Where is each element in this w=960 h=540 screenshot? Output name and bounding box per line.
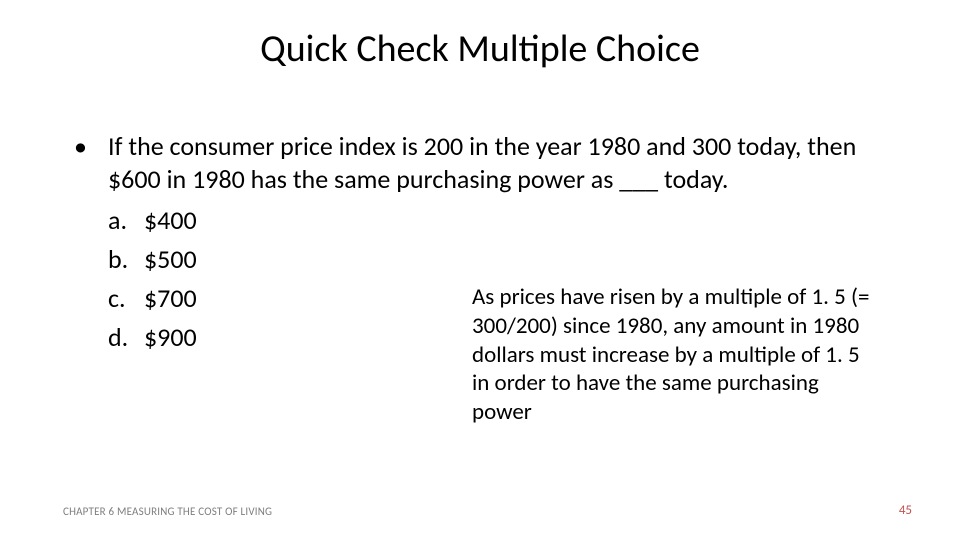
slide: Quick Check Multiple Choice • If the con… [0,0,960,540]
page-number: 45 [899,503,912,518]
footer-chapter: CHAPTER 6 MEASURING THE COST OF LIVING [63,505,272,518]
slide-title: Quick Check Multiple Choice [0,26,960,72]
option-d-label: d. [108,318,144,357]
question-row: • If the consumer price index is 200 in … [74,130,886,195]
option-a: a. $400 [108,201,886,240]
option-c-text: $700 [144,279,197,318]
option-b-label: b. [108,240,144,279]
option-b-text: $500 [144,240,197,279]
option-a-text: $400 [144,201,197,240]
explanation-text: As prices have risen by a multiple of 1.… [472,283,872,427]
question-text: If the consumer price index is 200 in th… [108,130,886,195]
option-d-text: $900 [144,318,197,357]
bullet-icon: • [74,130,108,163]
option-a-label: a. [108,201,144,240]
option-c-label: c. [108,279,144,318]
option-b: b. $500 [108,240,886,279]
